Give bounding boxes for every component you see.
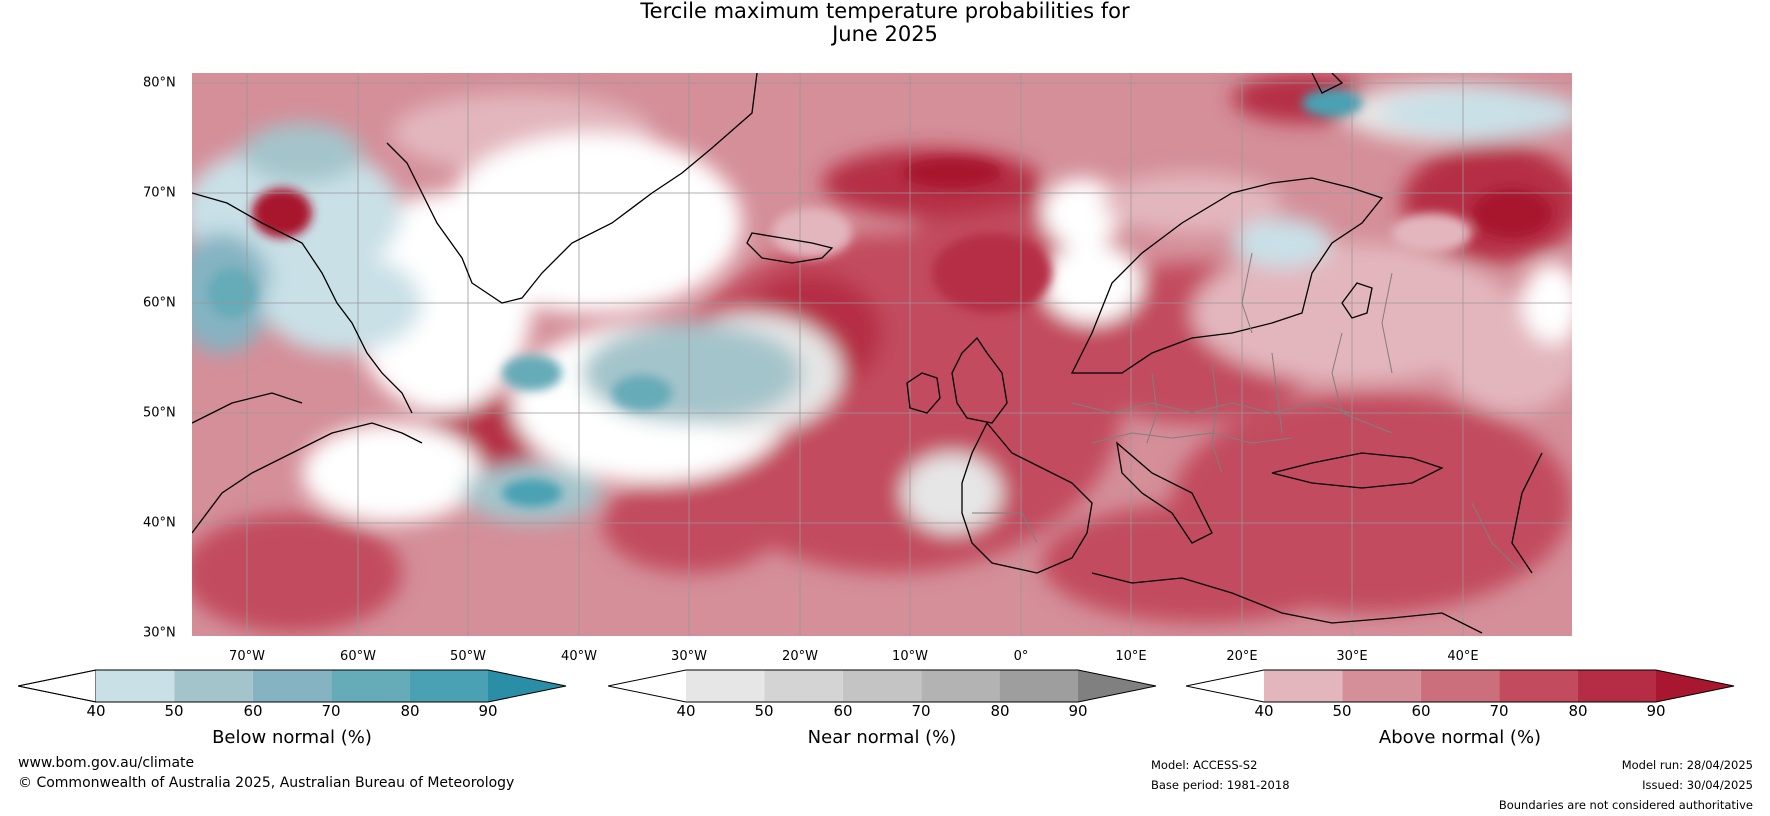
lon-label-30e: 30°E — [1336, 649, 1368, 664]
lat-label-80n: 80°N — [143, 75, 176, 91]
lat-label-30n: 30°N — [143, 625, 176, 641]
iceland-coast — [746, 232, 834, 264]
chart-title: Tercile maximum temperature probabilitie… — [0, 0, 1770, 46]
greenland-coast — [386, 73, 758, 304]
scandinavia-coast — [1070, 177, 1384, 374]
colorbar-below-segment-under — [18, 669, 97, 703]
colorbar-above-segment-70-80 — [1499, 670, 1578, 702]
colorbar-below-tick-90: 90 — [478, 702, 498, 720]
colorbar-below-normal — [18, 669, 567, 703]
colorbar-below-tick-50: 50 — [164, 702, 184, 720]
colorbar-near-tick-50: 50 — [754, 702, 774, 720]
colorbar-below-tick-40: 40 — [86, 702, 106, 720]
colorbar-below-segment-40-50 — [96, 670, 175, 702]
colorbar-above-segment-80-90 — [1577, 670, 1656, 702]
colorbar-above-tick-80: 80 — [1568, 702, 1588, 720]
probability-cores — [207, 89, 1552, 507]
black-sea-coast — [1271, 452, 1444, 489]
colorbar-below-segment-60-70 — [252, 670, 332, 702]
colorbar-below-tick-70: 70 — [321, 702, 341, 720]
lat-label-70n: 70°N — [143, 185, 176, 201]
colorbar-near-tick-90: 90 — [1068, 702, 1088, 720]
lon-label-0: 0° — [1013, 649, 1029, 664]
colorbar-above-tick-70: 70 — [1489, 702, 1509, 720]
lat-label-50n: 50°N — [143, 405, 176, 421]
lon-label-60w: 60°W — [340, 649, 376, 664]
website-link[interactable]: www.bom.gov.au/climate — [18, 755, 195, 771]
colorbar-near-tick-70: 70 — [911, 702, 931, 720]
colorbar-near-tick-80: 80 — [990, 702, 1010, 720]
lon-label-70w: 70°W — [229, 649, 265, 664]
colorbar-below-tick-60: 60 — [243, 702, 263, 720]
lon-label-50w: 50°W — [450, 649, 486, 664]
colorbar-below-segment-over — [488, 670, 566, 702]
colorbar-near-segment-40-50 — [686, 670, 765, 702]
colorbar-near-tick-40: 40 — [676, 702, 696, 720]
ireland-coast — [906, 372, 941, 414]
title-line-1: Tercile maximum temperature probabilitie… — [640, 0, 1130, 23]
colorbar-below-segment-80-90 — [409, 670, 488, 702]
lon-label-40w: 40°W — [561, 649, 597, 664]
iberia-france-coast — [961, 421, 1093, 574]
lon-label-10w: 10°W — [892, 649, 928, 664]
colorbar-above-segment-under — [1186, 670, 1264, 702]
lon-label-10e: 10°E — [1115, 649, 1147, 664]
country-borders — [972, 252, 1523, 574]
issued-date: Issued: 30/04/2025 — [1642, 778, 1753, 792]
colorbar-near-segment-70-80 — [921, 670, 1000, 702]
model-run-date: Model run: 28/04/2025 — [1621, 758, 1753, 772]
lon-label-20w: 20°W — [782, 649, 818, 664]
colorbar-near-tick-60: 60 — [833, 702, 853, 720]
boundaries-disclaimer: Boundaries are not considered authoritat… — [1498, 798, 1753, 812]
lon-label-20e: 20°E — [1226, 649, 1258, 664]
colorbar-above-segment-40-50 — [1264, 670, 1343, 702]
colorbar-below-label: Below normal (%) — [212, 727, 372, 748]
colorbar-below-segment-70-80 — [331, 670, 410, 702]
coastlines — [192, 73, 1543, 634]
map-canvas — [192, 73, 1572, 636]
colorbar-above-tick-90: 90 — [1646, 702, 1666, 720]
colorbar-above-normal — [1186, 669, 1735, 703]
title-line-2: June 2025 — [832, 22, 938, 46]
colorbar-above-segment-60-70 — [1420, 670, 1500, 702]
colorbar-below-segment-50-60 — [174, 670, 253, 702]
colorbar-near-segment-80-90 — [999, 670, 1078, 702]
colorbar-near-segment-over — [1078, 670, 1156, 702]
great-britain-coast — [951, 336, 1008, 424]
italy-coast — [1116, 441, 1213, 544]
copyright-text: © Commonwealth of Australia 2025, Austra… — [18, 775, 515, 791]
colorbar-near-normal — [608, 669, 1157, 703]
north-africa-coast — [1091, 572, 1483, 634]
colorbar-above-tick-50: 50 — [1332, 702, 1352, 720]
colorbar-above-label: Above normal (%) — [1378, 727, 1542, 748]
colorbar-above-segment-50-60 — [1342, 670, 1421, 702]
colorbar-above-tick-40: 40 — [1254, 702, 1274, 720]
colorbar-near-segment-50-60 — [764, 670, 843, 702]
base-period: Base period: 1981-2018 — [1151, 778, 1290, 792]
lat-label-60n: 60°N — [143, 295, 176, 311]
lon-label-40e: 40°E — [1447, 649, 1479, 664]
colorbar-near-label: Near normal (%) — [807, 727, 957, 748]
lat-label-40n: 40°N — [143, 515, 176, 531]
colorbar-near-segment-under — [608, 670, 686, 702]
colorbar-above-segment-over — [1656, 670, 1734, 702]
colorbar-above-tick-60: 60 — [1411, 702, 1431, 720]
colorbar-below-tick-80: 80 — [400, 702, 420, 720]
colorbar-near-segment-60-70 — [842, 670, 922, 702]
lon-label-30w: 30°W — [671, 649, 707, 664]
model-name: Model: ACCESS-S2 — [1151, 758, 1258, 772]
forecast-map — [192, 73, 1572, 636]
probability-field — [192, 73, 1572, 633]
